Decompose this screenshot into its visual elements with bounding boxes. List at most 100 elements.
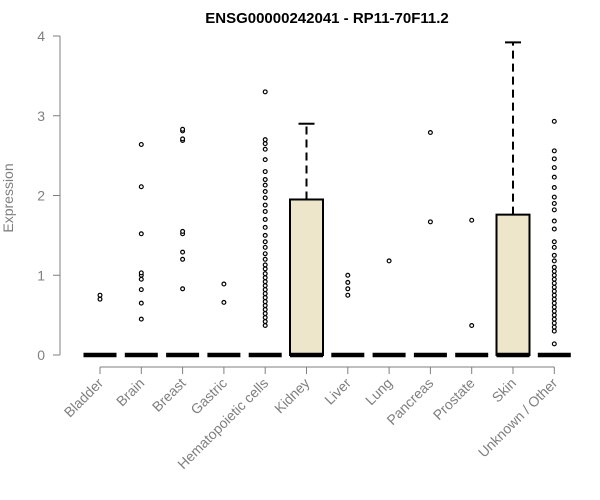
outlier-point [138,270,144,276]
outlier-point [551,239,557,245]
outlier-point [262,322,268,328]
outlier-point [97,292,103,298]
outlier-point [551,280,557,286]
outlier-point [138,276,144,282]
box-body [289,198,324,356]
outlier-point [262,251,268,257]
outlier-point [551,244,557,250]
outlier-point [262,244,268,250]
outlier-point [551,207,557,213]
outlier-point [345,272,351,278]
outlier-point [262,182,268,188]
y-tick-label: 3 [37,108,45,124]
outlier-point [551,296,557,302]
outlier-point [551,226,557,232]
outlier-point [551,268,557,274]
outlier-point [262,202,268,208]
outlier-point [262,224,268,230]
y-axis-label: Expression [0,163,16,232]
x-tick-label: Skin [489,375,520,406]
outlier-point [551,316,557,322]
outlier-point [262,299,268,305]
outlier-point [551,300,557,306]
outlier-point [551,258,557,264]
chart-title: ENSG00000242041 - RP11-70F11.2 [205,10,449,27]
outlier-point [262,303,268,309]
outlier-point [345,279,351,285]
outlier-point [551,194,557,200]
outlier-point [262,141,268,147]
x-tick-label: Bladder [61,375,107,421]
outlier-point [262,146,268,152]
outlier-point [262,89,268,95]
outlier-point [221,299,227,305]
outlier-point [262,195,268,201]
x-tick-label: Prostate [430,375,478,423]
x-tick-label: Brain [113,375,147,409]
outlier-point [262,295,268,301]
outlier-point [262,283,268,289]
x-tick-label: Breast [149,375,189,415]
outlier-point [262,239,268,245]
x-tick-label: Kidney [271,375,313,417]
outlier-point [180,249,186,255]
outlier-point [551,200,557,206]
outlier-point [469,217,475,223]
outlier-point [551,320,557,326]
outlier-point [386,258,392,264]
outlier-point [551,174,557,180]
y-axis: 0 1 2 3 4 [37,28,61,363]
outlier-point [180,256,186,262]
outlier-points [97,89,557,347]
y-tick-label: 4 [37,28,45,44]
outlier-point [262,232,268,238]
outlier-point [551,292,557,298]
outlier-point [345,292,351,298]
box-body [495,213,531,356]
outlier-point [138,184,144,190]
y-tick-label: 2 [37,188,45,204]
outlier-point [551,264,557,270]
outlier-point [138,141,144,147]
outlier-point [262,256,268,262]
outlier-point [262,279,268,285]
outlier-point [262,315,268,321]
x-tick-label: Liver [321,375,354,408]
outlier-point [551,148,557,154]
outlier-point [262,262,268,268]
outlier-point [262,275,268,281]
outlier-point [551,218,557,224]
outlier-point [97,296,103,302]
outlier-point [262,271,268,277]
outlier-point [262,311,268,317]
outlier-point [551,324,557,330]
outlier-point [138,287,144,293]
outlier-point [180,228,186,234]
outlier-point [551,276,557,282]
outlier-point [551,304,557,310]
outlier-point [345,286,351,292]
outlier-point [551,312,557,318]
outlier-point [262,157,268,163]
outlier-point [262,287,268,293]
outlier-point [551,252,557,258]
outlier-point [551,156,557,162]
outlier-point [262,266,268,272]
outlier-point [262,319,268,325]
outlier-point [551,272,557,278]
outlier-point [262,216,268,222]
outlier-point [427,219,433,225]
y-tick-label: 1 [37,267,45,283]
outlier-point [262,291,268,297]
y-tick-label: 0 [37,347,45,363]
outlier-point [551,341,557,347]
outlier-point [262,208,268,214]
outlier-point [221,281,227,287]
box-series [83,41,571,358]
outlier-point [551,328,557,334]
outlier-point [551,165,557,171]
outlier-point [551,185,557,191]
